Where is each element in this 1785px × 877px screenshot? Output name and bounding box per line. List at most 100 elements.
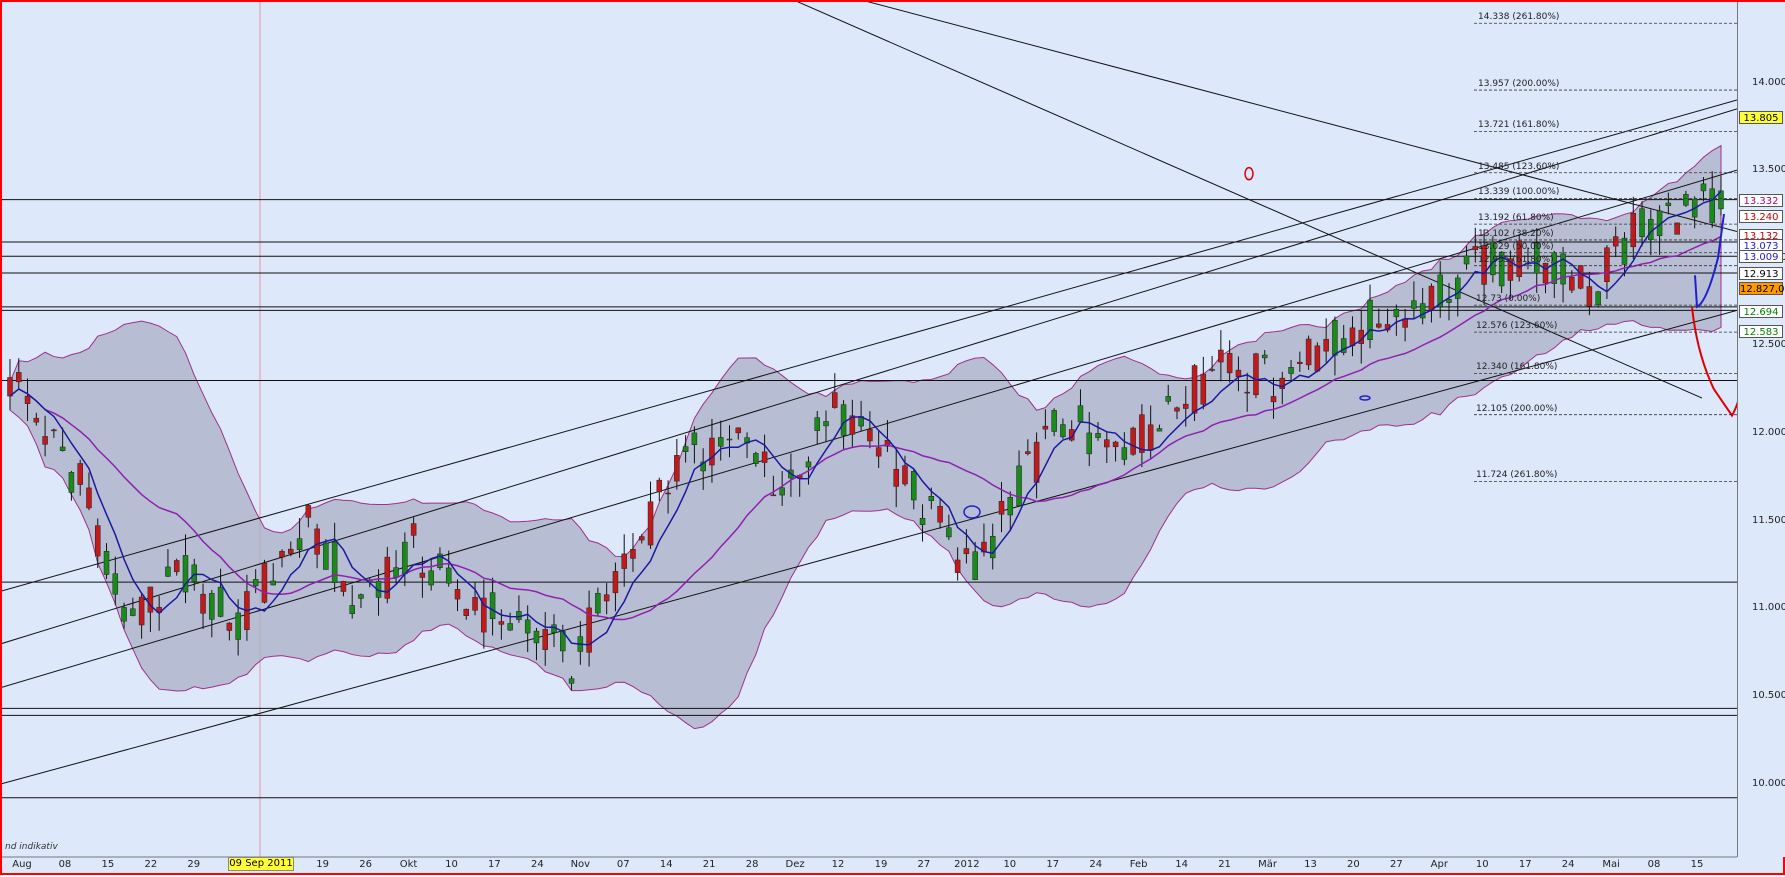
fib-label: 12.73 (0.00%) [1476,294,1541,305]
price-chart[interactable] [2,2,1737,877]
x-tick-label: 15 [101,859,115,870]
candle-body [138,596,145,626]
x-tick-label: 21 [1218,859,1231,870]
y-tick-label: 14.000 [1752,76,1785,88]
candle-body [1279,377,1286,389]
price-badge: 12.583 [1739,324,1783,338]
candle-body [717,437,724,447]
candle-body [1112,441,1119,448]
y-tick-label: 10.000 [1752,777,1785,789]
x-tick-label: Aug [12,859,32,870]
candle-body [928,496,935,501]
candle-body [595,592,601,614]
candle-body [1323,338,1329,352]
candle-body [1174,407,1180,412]
candle-body [1314,345,1321,372]
candle-body [840,404,847,436]
candle-body [86,487,92,509]
candle-body [1139,414,1145,453]
x-tick-label: Nov [570,859,591,870]
candle-body [542,629,548,650]
candle-body [384,556,391,599]
candle-body [191,564,198,583]
candle-body [691,432,698,445]
candle-body [1253,353,1259,396]
price-badge: 12.694 [1739,305,1783,319]
price-badge: 12.913 [1739,267,1783,281]
candle-body [946,527,952,538]
candle-body [1393,309,1400,318]
candle-body [1025,451,1031,454]
fib-label: 14.338 (261.80%) [1478,12,1560,23]
candle-body [875,447,882,457]
candle-body [1130,427,1136,455]
x-tick-label: 14 [659,859,673,870]
footnote: nd indikativ [5,842,58,852]
candle-body [1288,367,1294,374]
candle-body [94,525,101,557]
candle-body [1428,285,1435,311]
candle-body [726,438,733,441]
candle-body [489,592,496,619]
projection-up [1694,213,1725,309]
fib-label: 13.721 (161.80%) [1478,120,1560,131]
candle-body [621,553,627,569]
candle-body [639,536,645,541]
x-tick-label: 24 [531,859,544,870]
candle-body [1349,327,1356,347]
moving-average-slow [9,235,1722,621]
candle-body [1218,349,1224,363]
x-tick-label: 13 [1304,859,1317,870]
candle-body [463,608,470,616]
candle-body [1516,240,1522,277]
candle-body [1297,361,1303,364]
annotation-blue [963,505,981,519]
trend-line [2,309,1737,785]
candle-body [902,465,908,485]
candle-body [963,548,970,555]
candle-body [1709,188,1715,223]
candle-body [524,619,531,634]
candle-body [1121,447,1128,460]
fib-label: 12.576 (123.60%) [1476,321,1558,332]
candle-body [51,429,57,432]
candle-body [165,566,171,577]
candle-body [1060,424,1066,438]
x-tick-label: 17 [1046,859,1060,870]
x-tick-label: 24 [1561,859,1575,870]
candle-body [1481,245,1487,285]
candle-body [7,377,13,397]
candle-body [314,528,320,555]
x-tick-label: Dez [785,859,805,870]
x-tick-label: 17 [488,859,501,870]
trend-line [867,2,1737,232]
candle-body [1191,365,1198,414]
candle-body [402,541,408,575]
x-tick-label: 26 [359,859,372,870]
y-tick-label: 11.000 [1752,602,1785,614]
candle-body [410,523,417,536]
candle-body [779,487,785,496]
candle-body [832,392,838,408]
candle-body [130,608,136,616]
candle-body [919,518,926,526]
candle-body [770,494,777,497]
candle-body [1533,242,1540,274]
price-badge: 12.827,0 [1739,282,1785,296]
candle-body [1051,410,1057,432]
candle-body [1595,291,1601,306]
candle-body [200,593,206,614]
candle-body [1455,277,1461,299]
candle-body [1235,369,1242,378]
candle-body [77,463,83,485]
candle-body [112,573,119,595]
x-tick-label: 22 [144,859,158,870]
candle-body [507,623,513,631]
candle-body [1498,251,1505,287]
candle-body [972,551,978,580]
candle-body [1621,237,1628,265]
candle-body [182,555,189,593]
candle-body [331,541,338,583]
candle-body [472,597,478,611]
